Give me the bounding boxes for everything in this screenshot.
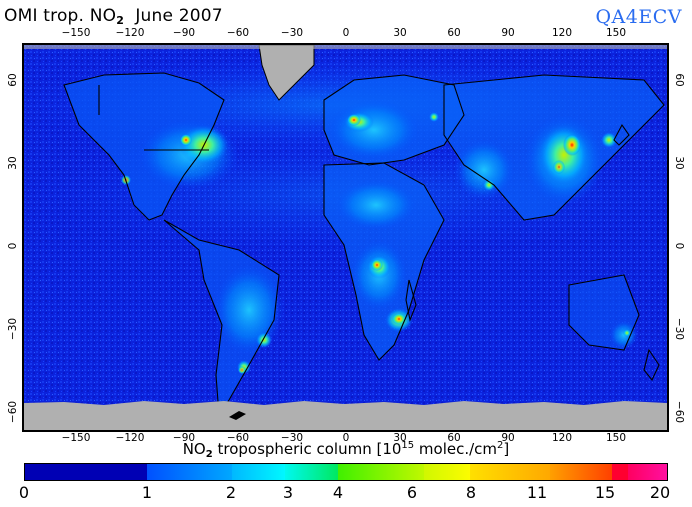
title-subscript: 2 [116,14,125,27]
lon-tick-top: −30 [280,27,304,39]
lon-tick-bottom: −90 [172,432,196,444]
lon-tick-bottom: −60 [226,432,250,444]
bottom-frame-edge [22,430,669,432]
lon-tick-top: 0 [342,27,350,39]
brand-label: QA4ECV [595,6,682,28]
colorbar-segment [231,464,285,480]
colorbar-segment [469,464,551,480]
map-canvas [24,45,667,430]
colorbar-tick: 2 [225,483,237,502]
title-text: OMI trop. NO [4,6,117,26]
colorbar-tick: 11 [526,483,548,502]
lat-tick-left: −60 [7,400,19,424]
no2-map[interactable] [22,43,669,432]
colorbar-tick: 0 [18,483,30,502]
lon-tick-top: 60 [447,27,461,39]
lat-tick-right: −60 [673,400,685,424]
colorbar [24,463,668,481]
lon-tick-bottom: 120 [551,432,573,444]
lat-tick-left: 60 [7,73,19,87]
lat-tick-left: 30 [7,156,19,170]
colorbar-tick: 15 [594,483,616,502]
label-subscript: 2 [205,449,213,460]
label-bracket: ] [503,440,510,458]
label-unit: molec./cm [414,440,498,458]
label-exponent: 15 [401,440,415,451]
colorbar-segment [337,464,424,480]
colorbar-segment [146,464,232,480]
lon-tick-bottom: 90 [501,432,515,444]
lat-tick-right: 30 [673,156,685,170]
lon-tick-top: −120 [115,27,145,39]
lon-tick-top: 150 [605,27,627,39]
lon-tick-bottom: 30 [393,432,407,444]
lon-tick-bottom: −30 [280,432,304,444]
lon-tick-bottom: 0 [342,432,350,444]
lon-tick-bottom: −150 [61,432,91,444]
lon-tick-top: −150 [61,27,91,39]
lat-tick-right: 0 [673,242,685,250]
lon-tick-top: 90 [501,27,515,39]
label-mid: tropospheric column [10 [212,440,402,458]
colorbar-tick: 20 [649,483,671,502]
label-no: NO [182,440,206,458]
colorbar-tick: 6 [406,483,418,502]
lat-tick-right: −30 [673,317,685,341]
label-unit-exponent: 2 [497,440,504,451]
lon-tick-top: −60 [226,27,250,39]
lon-tick-top: −90 [172,27,196,39]
colorbar-label: NO2 tropospheric column [1015 molec./cm2… [0,440,692,460]
lon-tick-top: 30 [393,27,407,39]
colorbar-segment [284,464,338,480]
title-date: June 2007 [135,6,223,26]
lat-tick-left: −30 [7,317,19,341]
colorbar-tick: 1 [141,483,153,502]
lon-tick-top: 120 [551,27,573,39]
colorbar-tick: 8 [465,483,477,502]
lat-tick-right: 60 [673,73,685,87]
lon-tick-bottom: 60 [447,432,461,444]
lon-tick-bottom: 150 [605,432,627,444]
lon-tick-bottom: −120 [115,432,145,444]
colorbar-segment [423,464,470,480]
colorbar-segment [611,464,629,480]
colorbar-tick: 4 [332,483,344,502]
colorbar-segment [550,464,612,480]
lat-tick-left: 0 [7,242,19,250]
colorbar-segment [628,464,667,480]
colorbar-segment [25,464,147,480]
colorbar-tick: 3 [282,483,294,502]
map-title: OMI trop. NO2 June 2007 [4,6,223,27]
